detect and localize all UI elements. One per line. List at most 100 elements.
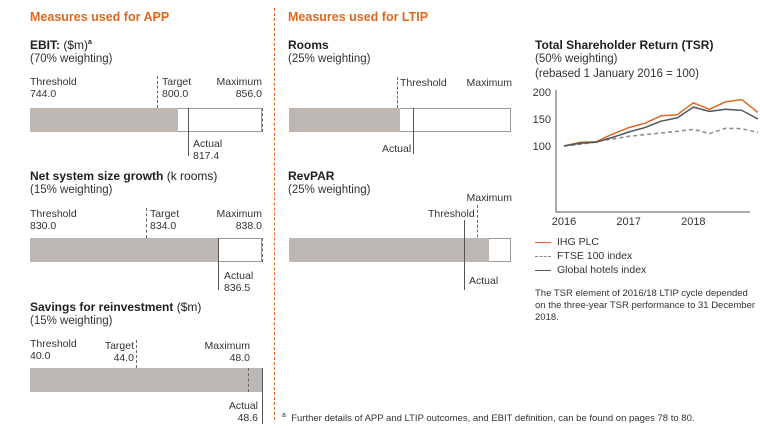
y-tick-label: 150 (533, 114, 551, 126)
ebit-title: EBIT: ($m)a (30, 38, 92, 52)
nssg-threshold-value: 830.0 (30, 220, 57, 232)
ebit-actual-label: Actual (193, 138, 223, 150)
savings-bar (30, 368, 262, 392)
series-line-global-hotels-index (563, 106, 758, 147)
series-line-ftse-100-index (563, 127, 758, 147)
rooms-bar-remaining (400, 108, 511, 132)
tsr-weighting: (50% weighting) (535, 53, 618, 65)
ebit-maximum: Maximum 856.0 (216, 76, 262, 100)
ebit-actual-value: 817.4 (193, 150, 220, 162)
ltip-header: Measures used for LTIP (288, 10, 429, 24)
ebit-bar-remaining (178, 108, 262, 132)
ebit-threshold-value: 744.0 (30, 88, 57, 100)
legend-swatch-ftse (535, 256, 551, 257)
ebit-threshold-label: Threshold (30, 76, 77, 88)
footnote-text: Further details of APP and LTIP outcomes… (291, 413, 695, 425)
savings-threshold-label: Threshold (30, 338, 77, 350)
x-tick-label: 2016 (552, 216, 576, 228)
savings-actual-marker (262, 368, 263, 424)
x-tick-label: 2018 (681, 216, 705, 228)
nssg-title-text: Net system size growth (30, 169, 164, 183)
series-line-ihg-plc (563, 98, 758, 147)
savings-maximum-label: Maximum (204, 340, 250, 352)
rooms-threshold-label: Threshold (400, 77, 447, 89)
nssg-unit: (k rooms) (166, 169, 218, 183)
rooms-threshold-marker (397, 77, 398, 108)
nssg-maximum-value: 838.0 (235, 220, 262, 232)
rooms-bar-fill (289, 108, 400, 132)
ebit-actual: Actual 817.4 (193, 138, 222, 162)
tsr-chart: 100 150 200 2016 2017 2018 (533, 87, 758, 228)
tsr-rebased: (rebased 1 January 2016 = 100) (535, 68, 699, 80)
revpar-bar (289, 238, 511, 262)
tsr-legend: IHG PLC FTSE 100 index Global hotels ind… (535, 236, 735, 280)
savings-target-value: 44.0 (113, 352, 134, 364)
ebit-weighting: (70% weighting) (30, 53, 113, 65)
savings-maximum-value: 48.0 (229, 352, 250, 364)
ebit-target-label: Target (162, 76, 192, 88)
ebit-bar-fill (30, 108, 179, 132)
x-tick-label: 2017 (616, 216, 640, 228)
ebit-target: Target 800.0 (162, 76, 191, 100)
revpar-maximum-label: Maximum (466, 192, 512, 204)
rooms-maximum-label: Maximum (466, 77, 512, 89)
savings-threshold: Threshold 40.0 (30, 338, 77, 362)
savings-bar-fill (30, 368, 262, 392)
nssg-threshold: Threshold 830.0 (30, 208, 77, 232)
tsr-title: Total Shareholder Return (TSR) (535, 38, 714, 52)
app-header: Measures used for APP (30, 10, 170, 24)
footnote-mark: a (282, 412, 286, 419)
y-tick-label: 200 (533, 87, 551, 99)
ebit-target-marker (157, 76, 158, 108)
revpar-title: RevPAR (288, 169, 335, 183)
nssg-actual: Actual 836.5 (224, 270, 253, 294)
rooms-weighting: (25% weighting) (288, 53, 371, 65)
nssg-target-value: 834.0 (150, 220, 177, 232)
nssg-title: Net system size growth (k rooms) (30, 169, 217, 183)
legend-swatch-global (535, 270, 551, 271)
nssg-target-marker (146, 208, 147, 238)
nssg-maximum: Maximum 838.0 (216, 208, 262, 232)
revpar-max-marker (477, 205, 478, 262)
savings-actual-label: Actual (228, 400, 258, 412)
rooms-bar (289, 108, 511, 132)
savings-target-marker (136, 340, 137, 368)
savings-actual: Actual 48.6 (222, 400, 258, 424)
rooms-title: Rooms (288, 38, 329, 52)
footnote: a Further details of APP and LTIP outcom… (282, 410, 752, 425)
savings-unit: ($m) (176, 300, 202, 314)
revpar-threshold-label: Threshold (428, 208, 475, 220)
ebit-actual-marker (188, 108, 189, 156)
column-divider (274, 8, 275, 420)
nssg-bar-remaining (217, 238, 262, 262)
savings-max-marker (248, 368, 249, 392)
nssg-bar (30, 238, 262, 262)
tsr-note: The TSR element of 2016/18 LTIP cycle de… (535, 288, 756, 323)
revpar-bar-fill (289, 238, 489, 262)
savings-title-text: Savings for reinvestment (30, 300, 174, 314)
ebit-target-value: 800.0 (162, 88, 189, 100)
legend-swatch-ihg (535, 242, 551, 243)
savings-weighting: (15% weighting) (30, 315, 113, 327)
legend-label-ihg: IHG PLC (557, 236, 600, 248)
nssg-actual-value: 836.5 (224, 282, 251, 294)
savings-title: Savings for reinvestment ($m) (30, 300, 201, 314)
y-tick-label: 100 (533, 141, 551, 153)
ebit-max-marker (262, 108, 263, 132)
revpar-bar-remaining (488, 238, 511, 262)
rooms-actual-label: Actual (382, 143, 412, 155)
nssg-max-marker (262, 238, 263, 262)
ebit-maximum-value: 856.0 (235, 88, 262, 100)
ebit-threshold: Threshold 744.0 (30, 76, 77, 100)
nssg-bar-fill (30, 238, 218, 262)
nssg-target-label: Target (150, 208, 180, 220)
nssg-actual-label: Actual (224, 270, 254, 282)
ebit-title-text: EBIT: (30, 38, 60, 52)
nssg-actual-marker (218, 238, 219, 290)
savings-maximum: Maximum 48.0 (200, 340, 250, 364)
revpar-actual-marker (464, 220, 465, 290)
rooms-actual-marker (413, 108, 414, 154)
nssg-threshold-label: Threshold (30, 208, 77, 220)
nssg-weighting: (15% weighting) (30, 184, 113, 196)
savings-target: Target 44.0 (104, 340, 134, 364)
